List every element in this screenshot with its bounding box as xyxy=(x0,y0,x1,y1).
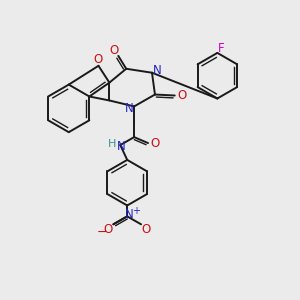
Text: −: − xyxy=(96,226,107,239)
Text: O: O xyxy=(150,136,160,150)
Text: O: O xyxy=(177,89,186,102)
Text: O: O xyxy=(94,53,103,66)
Text: O: O xyxy=(141,223,151,236)
Text: +: + xyxy=(132,206,140,216)
Text: O: O xyxy=(110,44,119,57)
Text: H: H xyxy=(108,139,116,149)
Text: O: O xyxy=(104,223,113,236)
Text: N: N xyxy=(125,208,134,221)
Text: N: N xyxy=(117,140,126,152)
Text: F: F xyxy=(218,42,225,56)
Text: N: N xyxy=(153,64,161,77)
Text: N: N xyxy=(125,102,134,115)
